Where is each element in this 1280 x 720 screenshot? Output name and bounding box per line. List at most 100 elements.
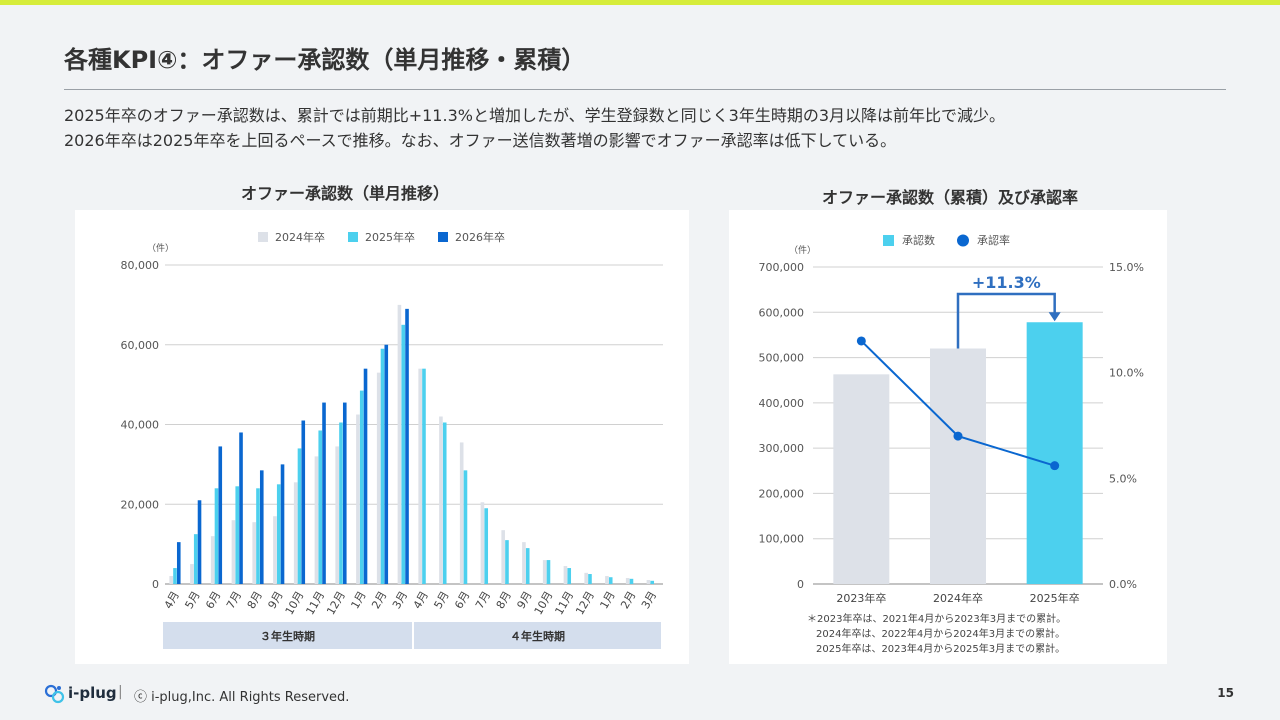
y-tick-label: 80,000 [121,259,160,272]
footnote-3: 2025年卒は、2023年4月から2025年3月までの累計。 [816,642,1065,655]
bar-2026年卒-3月 [405,308,409,584]
period-label-2: ４年生時期 [510,629,565,643]
bar-2024年卒-6月 [459,442,464,584]
bar-2024年卒-2月 [376,372,381,584]
y-tick-label: 600,000 [759,306,805,319]
cumulative-chart-heading: オファー承認数（累積）及び承認率 [821,188,1078,207]
y-tick-label: 0 [152,578,159,591]
rate-point-2024年卒 [953,431,963,441]
bar-2024年卒-10月 [293,482,298,584]
bar-2024年卒-11月 [563,566,568,584]
x-tick-label: 10月 [283,589,307,617]
bar-2024年卒 [930,348,986,584]
bar-2025年卒-12月 [588,574,592,584]
bar-2025年卒-1月 [608,577,613,584]
y-tick-label: 20,000 [121,498,160,511]
x-tick-label: 8月 [245,589,265,611]
bar-2024年卒-5月 [190,564,194,584]
x-tick-label: 1月 [348,589,368,611]
legend-swatch-1 [258,232,268,242]
x-tick-label: 11月 [552,589,576,617]
y-tick-label: 40,000 [121,419,160,432]
x-tick-label: 6月 [203,589,223,611]
y-tick-label: 200,000 [759,487,805,500]
slide-description: 2025年卒のオファー承認数は、累計では前期比+11.3%と増加したが、学生登録… [64,103,1005,153]
footnote-1: ＊2023年卒は、2021年4月から2023年3月までの累計。 [807,612,1066,625]
bar-2024年卒-8月 [501,530,505,584]
y2-tick-label: 10.0% [1109,367,1144,380]
x-tick-label: 7月 [473,589,493,611]
bar-2026年卒-9月 [280,464,285,584]
x-tick-label: 2月 [618,589,638,611]
x-tick-label: 9月 [514,589,534,611]
y-tick-label: 100,000 [759,533,805,546]
x-tick-label: 5月 [182,589,202,611]
bar-2024年卒-10月 [542,560,547,584]
footer-brand: i-plug [68,684,117,702]
bar-2026年卒-12月 [342,402,347,584]
footer-separator: | [118,684,123,700]
bar-2026年卒-6月 [218,446,223,584]
bar-2026年卒-11月 [322,402,326,584]
bar-2024年卒-1月 [356,414,360,584]
bar-2026年卒-7月 [239,432,243,584]
title-divider [64,89,1226,90]
y-tick-label: 60,000 [121,339,160,352]
x-tick-label: 4月 [162,589,182,611]
bar-2026年卒-4月 [176,542,181,584]
slide-title: 各種KPI④：オファー承認数（単月推移・累積） [64,46,586,74]
rate-point-2023年卒 [856,336,866,346]
y2-tick-label: 0.0% [1109,578,1137,591]
bar-2024年卒-9月 [522,542,526,584]
x-tick-label: 6月 [452,589,472,611]
bar-2025年卒-8月 [505,540,509,584]
bar-2025年卒-11月 [567,568,572,584]
description-line-2: 2026年卒は2025年卒を上回るペースで推移。なお、オファー送信数著増の影響で… [64,131,897,150]
bar-2026年卒-5月 [197,500,202,584]
bar-2025年卒-9月 [525,548,530,584]
x-tick-label: 2月 [369,589,389,611]
x-tick-label: 10月 [532,589,556,617]
monthly-chart-panel: 2024年卒 2025年卒 2026年卒 （件） 0 20,000 40,000 60,000… [75,210,689,664]
bar-2024年卒-3月 [646,580,651,584]
x-tick-label: 4月 [411,589,431,611]
bar-2024年卒-12月 [584,572,588,584]
x-tick-label: 3月 [639,589,659,611]
bar-2024年卒-1月 [605,576,609,584]
bar-2025年卒-1月 [359,390,364,584]
x-tick-label: 1月 [597,589,617,611]
cumulative-offer-acceptance-chart: 承認数 承認率 （件） 0 100,000 200,000 300,000 400,000 50… [759,233,1144,655]
bar-2024年卒-2月 [625,578,630,584]
bar-2024年卒-5月 [439,416,443,584]
bar-2024年卒-6月 [210,536,215,584]
bar-2024年卒-8月 [252,522,256,584]
x-tick-label: 9月 [265,589,285,611]
cumulative-chart-panel: 承認数 承認率 （件） 0 100,000 200,000 300,000 400,000 50… [729,210,1167,664]
bar-2025年卒-8月 [256,488,260,584]
period-band-1 [163,622,412,649]
x-tick-label: 7月 [224,589,244,611]
legend-swatch-2 [348,232,358,242]
footnote-2: 2024年卒は、2022年4月から2024年3月までの累計。 [816,627,1065,640]
x-tick-label: 3月 [390,589,410,611]
growth-annotation: +11.3% [972,273,1041,292]
bar-2024年卒-9月 [273,516,277,584]
x-tick-label: 2024年卒 [933,591,983,605]
x-tick-label: 2025年卒 [1030,591,1080,605]
bar-2025年卒 [1026,322,1083,584]
top-accent-bar [0,0,1280,5]
bar-2024年卒-11月 [314,456,319,584]
bar-2025年卒-9月 [276,484,281,584]
bar-2025年卒-7月 [484,508,489,584]
legend-label-bars: 承認数 [902,233,935,247]
legend-swatch-line [957,234,969,247]
bar-2025年卒-11月 [318,430,323,584]
bar-2025年卒-7月 [235,486,240,584]
y-tick-label: 0 [797,578,804,591]
bar-2025年卒-10月 [297,448,302,584]
footer-copyright: ⓒ i-plug,Inc. All Rights Reserved. [134,690,350,705]
bar-2026年卒-8月 [259,470,264,584]
growth-arrow [956,292,1056,349]
bar-2026年卒-10月 [301,420,306,584]
bar-2023年卒 [833,374,890,584]
